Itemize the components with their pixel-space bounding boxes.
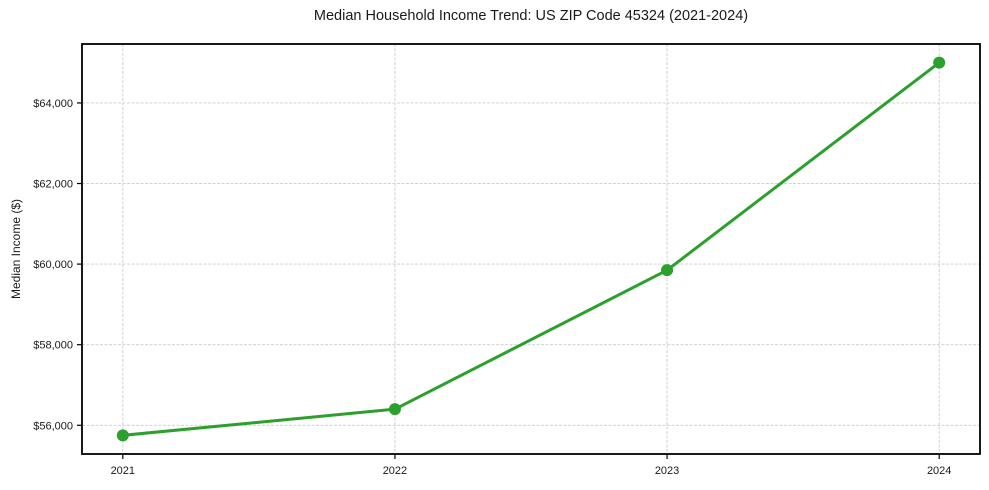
x-tick-label: 2021 — [111, 465, 135, 477]
y-tick-label: $60,000 — [33, 259, 73, 271]
data-point — [661, 264, 674, 277]
trend-line — [121, 61, 941, 437]
plot-frame — [81, 43, 981, 455]
y-tick-label: $56,000 — [33, 420, 73, 432]
y-tick-label: $58,000 — [33, 340, 73, 352]
x-tick-label: 2024 — [927, 465, 951, 477]
data-point — [116, 429, 129, 442]
x-tick-label: 2023 — [655, 465, 679, 477]
data-point — [933, 56, 946, 69]
data-point — [388, 403, 401, 416]
y-tick-label: $64,000 — [33, 98, 73, 110]
y-axis-label: Median Income ($) — [9, 198, 23, 300]
x-tick-label: 2022 — [383, 465, 407, 477]
chart-title: Median Household Income Trend: US ZIP Co… — [313, 8, 749, 24]
y-tick-label: $62,000 — [33, 179, 73, 191]
